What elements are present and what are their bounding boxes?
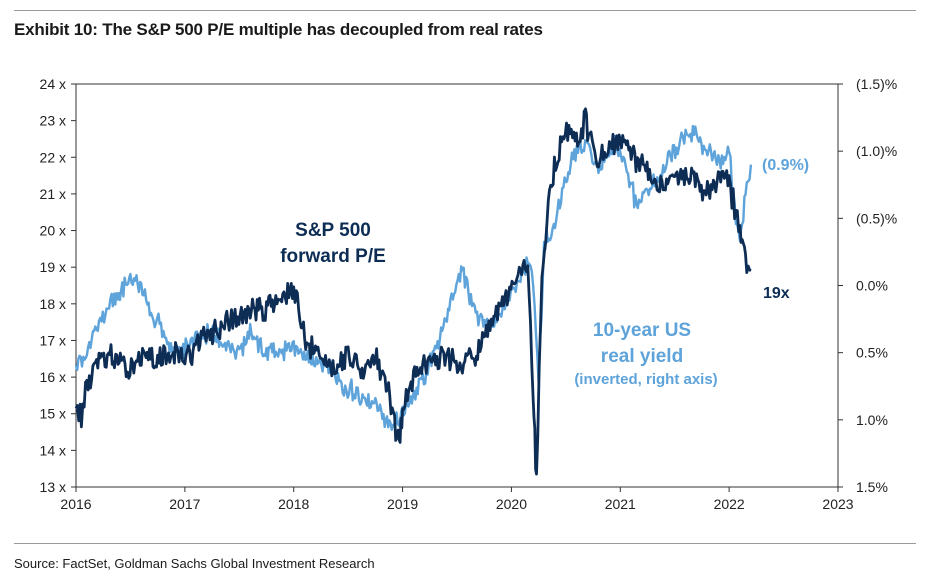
right-tick-label: (1.5)% — [856, 76, 897, 92]
right-tick-label: 1.5% — [856, 479, 888, 495]
pe-line — [74, 107, 752, 476]
x-tick-label: 2016 — [60, 496, 91, 512]
right-tick-label: (1.0)% — [856, 143, 897, 159]
right-tick-label: 0.5% — [856, 345, 888, 361]
yield-end-label: (0.9%) — [762, 157, 809, 174]
x-axis-ticks: 2016 2017 2018 2019 2020 2021 2022 2023 — [60, 487, 854, 512]
x-tick-label: 2019 — [387, 496, 418, 512]
exhibit-title: Exhibit 10: The S&P 500 P/E multiple has… — [14, 20, 543, 39]
right-axis-ticks: (1.5)% (1.0)% (0.5)% 0.0% 0.5% 1.0% 1.5% — [838, 76, 897, 495]
pe-end-label: 19x — [763, 285, 790, 302]
left-tick-label: 21 x — [40, 186, 66, 202]
pe-label-line2: forward P/E — [280, 246, 386, 267]
left-tick-label: 23 x — [40, 113, 66, 129]
yield-label-line3: (inverted, right axis) — [574, 371, 717, 388]
right-tick-label: 1.0% — [856, 412, 888, 428]
bottom-rule — [14, 543, 916, 544]
x-tick-label: 2021 — [605, 496, 636, 512]
left-tick-label: 18 x — [40, 296, 66, 312]
left-tick-label: 20 x — [40, 223, 66, 239]
yield-label-line1: 10-year US — [593, 320, 691, 341]
source-note: Source: FactSet, Goldman Sachs Global In… — [14, 556, 375, 571]
top-rule — [14, 10, 916, 11]
x-tick-label: 2020 — [496, 496, 527, 512]
series-lines — [74, 107, 753, 476]
x-tick-label: 2018 — [278, 496, 309, 512]
left-tick-label: 17 x — [40, 332, 66, 348]
x-tick-label: 2023 — [822, 496, 853, 512]
right-tick-label: (0.5)% — [856, 210, 897, 226]
left-tick-label: 19 x — [40, 259, 66, 275]
left-axis-ticks: 13 x 14 x 15 x 16 x 17 x 18 x 19 x 20 x 21 x 22 x… — [40, 76, 76, 495]
right-tick-label: 0.0% — [856, 278, 888, 294]
x-tick-label: 2022 — [714, 496, 745, 512]
left-tick-label: 14 x — [40, 442, 66, 458]
pe-label-line1: S&P 500 — [295, 220, 371, 241]
left-tick-label: 22 x — [40, 149, 66, 165]
left-tick-label: 13 x — [40, 479, 66, 495]
left-tick-label: 15 x — [40, 406, 66, 422]
left-tick-label: 24 x — [40, 76, 66, 92]
yield-label-line2: real yield — [601, 346, 683, 367]
x-tick-label: 2017 — [169, 496, 200, 512]
left-tick-label: 16 x — [40, 369, 66, 385]
